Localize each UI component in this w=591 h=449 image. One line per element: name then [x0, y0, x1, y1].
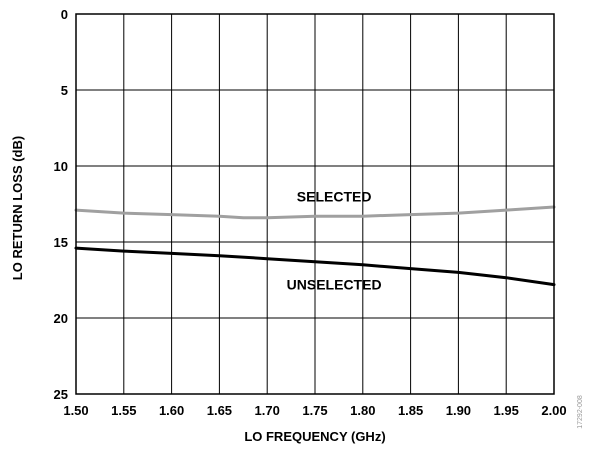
- y-tick-label: 25: [54, 387, 68, 402]
- figure-id: 17292-008: [577, 395, 584, 429]
- annotation-unselected: UNSELECTED: [287, 277, 382, 293]
- series-line-selected: [74, 205, 556, 220]
- x-tick-label: 1.70: [255, 403, 280, 418]
- x-tick-label: 2.00: [541, 403, 566, 418]
- x-tick-label: 1.90: [446, 403, 471, 418]
- annotations: SELECTED UNSELECTED: [287, 188, 382, 292]
- x-tick-labels: 1.50 1.55 1.60 1.65 1.70 1.75 1.80 1.85 1.90 1.95…: [63, 403, 566, 418]
- x-tick-label: 1.80: [350, 403, 375, 418]
- x-tick-label: 1.65: [207, 403, 232, 418]
- y-axis-label: LO RETURN LOSS (dB): [10, 136, 25, 280]
- y-tick-labels: 0 5 10 15 20 25: [54, 7, 68, 402]
- y-tick-label: 20: [54, 311, 68, 326]
- y-tick-label: 5: [61, 83, 68, 98]
- x-tick-label: 1.60: [159, 403, 184, 418]
- x-tick-label: 1.50: [63, 403, 88, 418]
- x-axis-label: LO FREQUENCY (GHz): [244, 429, 385, 444]
- y-tick-label: 15: [54, 235, 68, 250]
- x-tick-label: 1.75: [302, 403, 327, 418]
- y-tick-label: 10: [54, 159, 68, 174]
- annotation-selected: SELECTED: [297, 188, 372, 204]
- x-tick-label: 1.95: [494, 403, 519, 418]
- x-tick-label: 1.85: [398, 403, 423, 418]
- series-lines: [74, 205, 556, 287]
- series-line-unselected: [74, 246, 556, 287]
- plot-frame: [75, 13, 555, 395]
- y-tick-label: 0: [61, 7, 68, 22]
- x-tick-label: 1.55: [111, 403, 136, 418]
